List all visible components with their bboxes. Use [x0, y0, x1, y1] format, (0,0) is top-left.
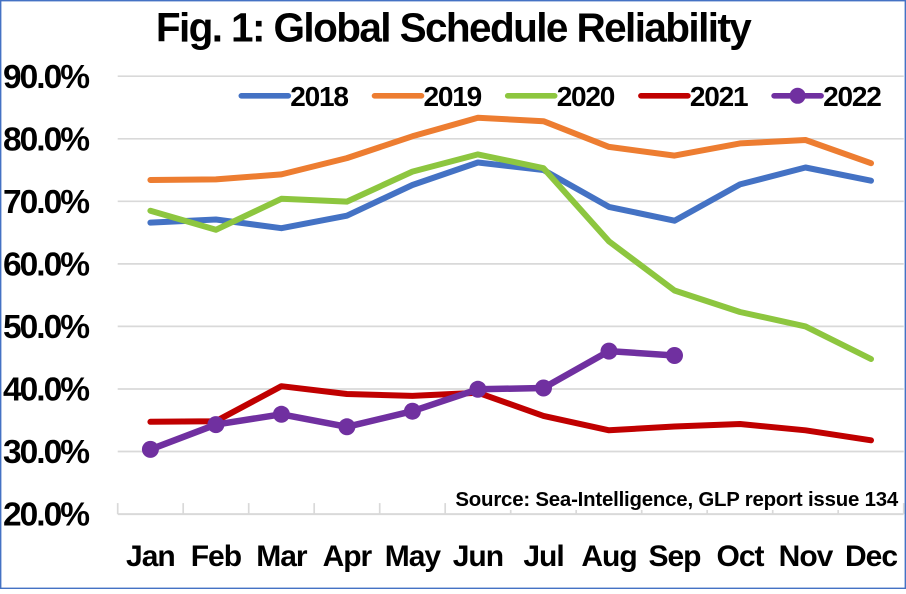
svg-text:60.0%: 60.0% [3, 247, 89, 284]
svg-text:Jun: Jun [453, 540, 503, 573]
svg-text:2020: 2020 [557, 81, 615, 112]
svg-text:Feb: Feb [191, 540, 242, 573]
svg-text:50.0%: 50.0% [3, 309, 89, 346]
svg-text:40.0%: 40.0% [3, 372, 89, 409]
svg-text:Sep: Sep [648, 540, 701, 573]
svg-text:Jan: Jan [126, 540, 175, 573]
svg-text:2018: 2018 [290, 81, 348, 112]
svg-text:30.0%: 30.0% [3, 434, 89, 471]
svg-text:2021: 2021 [690, 81, 748, 112]
svg-text:2019: 2019 [424, 81, 482, 112]
svg-text:Oct: Oct [716, 540, 764, 573]
svg-text:20.0%: 20.0% [3, 497, 89, 534]
svg-text:Jul: Jul [523, 540, 563, 573]
svg-text:Dec: Dec [845, 540, 897, 573]
svg-text:Fig. 1: Global Schedule Reliab: Fig. 1: Global Schedule Reliability [156, 5, 752, 51]
svg-text:Mar: Mar [256, 540, 308, 573]
svg-text:May: May [385, 540, 442, 573]
svg-text:90.0%: 90.0% [3, 59, 89, 96]
svg-text:80.0%: 80.0% [3, 121, 89, 158]
svg-text:Aug: Aug [581, 540, 636, 573]
svg-text:Source: Sea-Intelligence, GLP: Source: Sea-Intelligence, GLP report iss… [455, 489, 898, 511]
svg-text:Apr: Apr [323, 540, 373, 573]
svg-text:Nov: Nov [779, 540, 834, 573]
svg-text:70.0%: 70.0% [3, 184, 89, 221]
svg-text:2022: 2022 [823, 81, 881, 112]
